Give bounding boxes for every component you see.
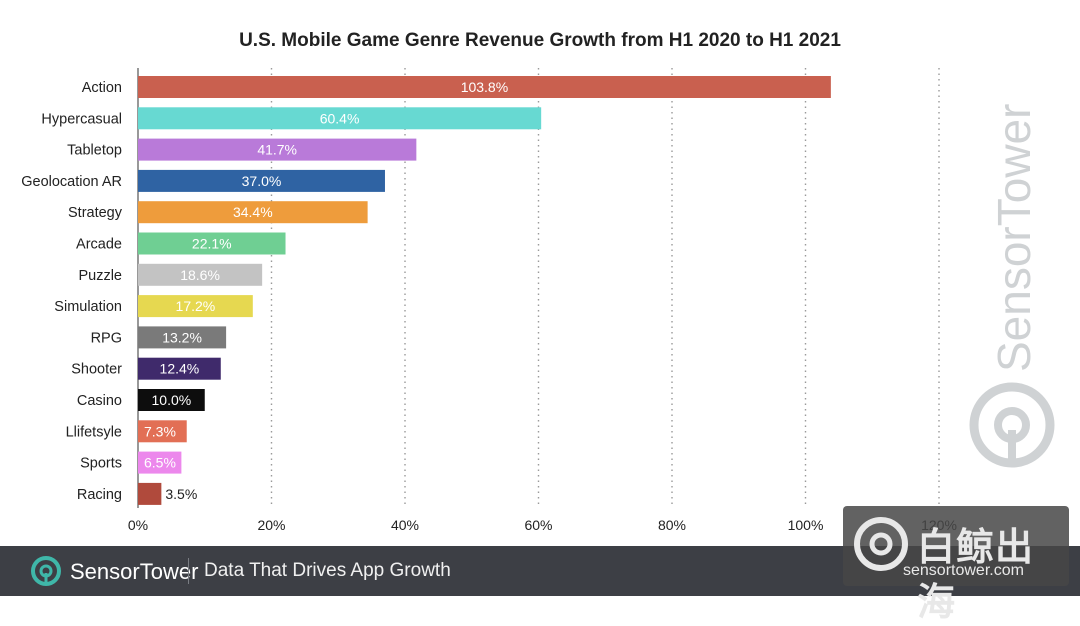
- value-label: 37.0%: [242, 173, 282, 189]
- category-label: Puzzle: [78, 268, 122, 284]
- x-tick-label: 20%: [257, 517, 285, 533]
- category-label: Sports: [80, 456, 122, 472]
- value-label: 3.5%: [165, 486, 197, 502]
- bar: [138, 107, 542, 130]
- chart-title: U.S. Mobile Game Genre Revenue Growth fr…: [239, 30, 841, 51]
- x-tick-label: 80%: [658, 517, 686, 533]
- value-label: 60.4%: [320, 110, 360, 126]
- bar: [138, 76, 831, 98]
- corner-url: sensortower.com: [903, 562, 1024, 579]
- value-label: 6.5%: [144, 455, 176, 471]
- bar: [138, 326, 227, 349]
- value-label: 10.0%: [152, 392, 192, 408]
- value-label: 34.4%: [233, 204, 273, 220]
- x-tick-label: 100%: [788, 517, 824, 533]
- category-label: Racing: [77, 487, 122, 503]
- category-label: Llifetsyle: [66, 424, 122, 440]
- value-label: 13.2%: [162, 329, 202, 345]
- bar: [138, 451, 182, 474]
- sensortower-logo-icon: [31, 556, 61, 586]
- bar-chart: 0%20%40%60%80%100%120%Action103.8%Hyperc…: [21, 68, 1055, 533]
- category-label: Arcade: [76, 237, 122, 253]
- whale-logo-icon: [854, 517, 908, 571]
- bars: [138, 76, 831, 505]
- category-label: Action: [82, 80, 122, 96]
- sensortower-logo-icon: [969, 382, 1055, 468]
- value-label: 41.7%: [257, 142, 297, 158]
- x-tick-label: 40%: [391, 517, 419, 533]
- category-label: Geolocation AR: [21, 174, 122, 190]
- bar: [138, 201, 368, 224]
- value-label: 7.3%: [144, 423, 176, 439]
- bar: [138, 357, 221, 380]
- footer-divider: [188, 558, 189, 584]
- category-label: RPG: [91, 330, 122, 346]
- watermark-text: SensorTower: [988, 104, 1040, 372]
- value-label: 22.1%: [192, 236, 232, 252]
- category-label: Tabletop: [67, 143, 122, 159]
- x-tick-label: 0%: [128, 517, 148, 533]
- bar: [138, 389, 205, 411]
- bar: [138, 482, 162, 505]
- gridlines: [137, 68, 940, 508]
- category-label: Casino: [77, 393, 122, 409]
- category-label: Simulation: [54, 299, 122, 315]
- bar: [138, 420, 187, 443]
- value-label: 18.6%: [180, 267, 220, 283]
- sensortower-watermark: SensorTower: [969, 104, 1055, 468]
- footer-tagline: Data That Drives App Growth: [204, 560, 451, 581]
- category-label: Shooter: [71, 362, 122, 378]
- bar: [138, 263, 263, 286]
- bar: [138, 295, 253, 318]
- value-label: 12.4%: [160, 361, 200, 377]
- category-label: Strategy: [68, 205, 123, 221]
- value-label: 17.2%: [176, 298, 216, 314]
- corner-watermark-badge: 白鲸出海 sensortower.com: [843, 506, 1069, 624]
- bar: [138, 232, 286, 255]
- category-label: Hypercasual: [41, 111, 122, 127]
- bar: [138, 138, 417, 161]
- bar: [138, 169, 385, 192]
- x-tick-label: 60%: [524, 517, 552, 533]
- value-label: 103.8%: [461, 79, 508, 95]
- footer-brand: SensorTower: [70, 559, 199, 584]
